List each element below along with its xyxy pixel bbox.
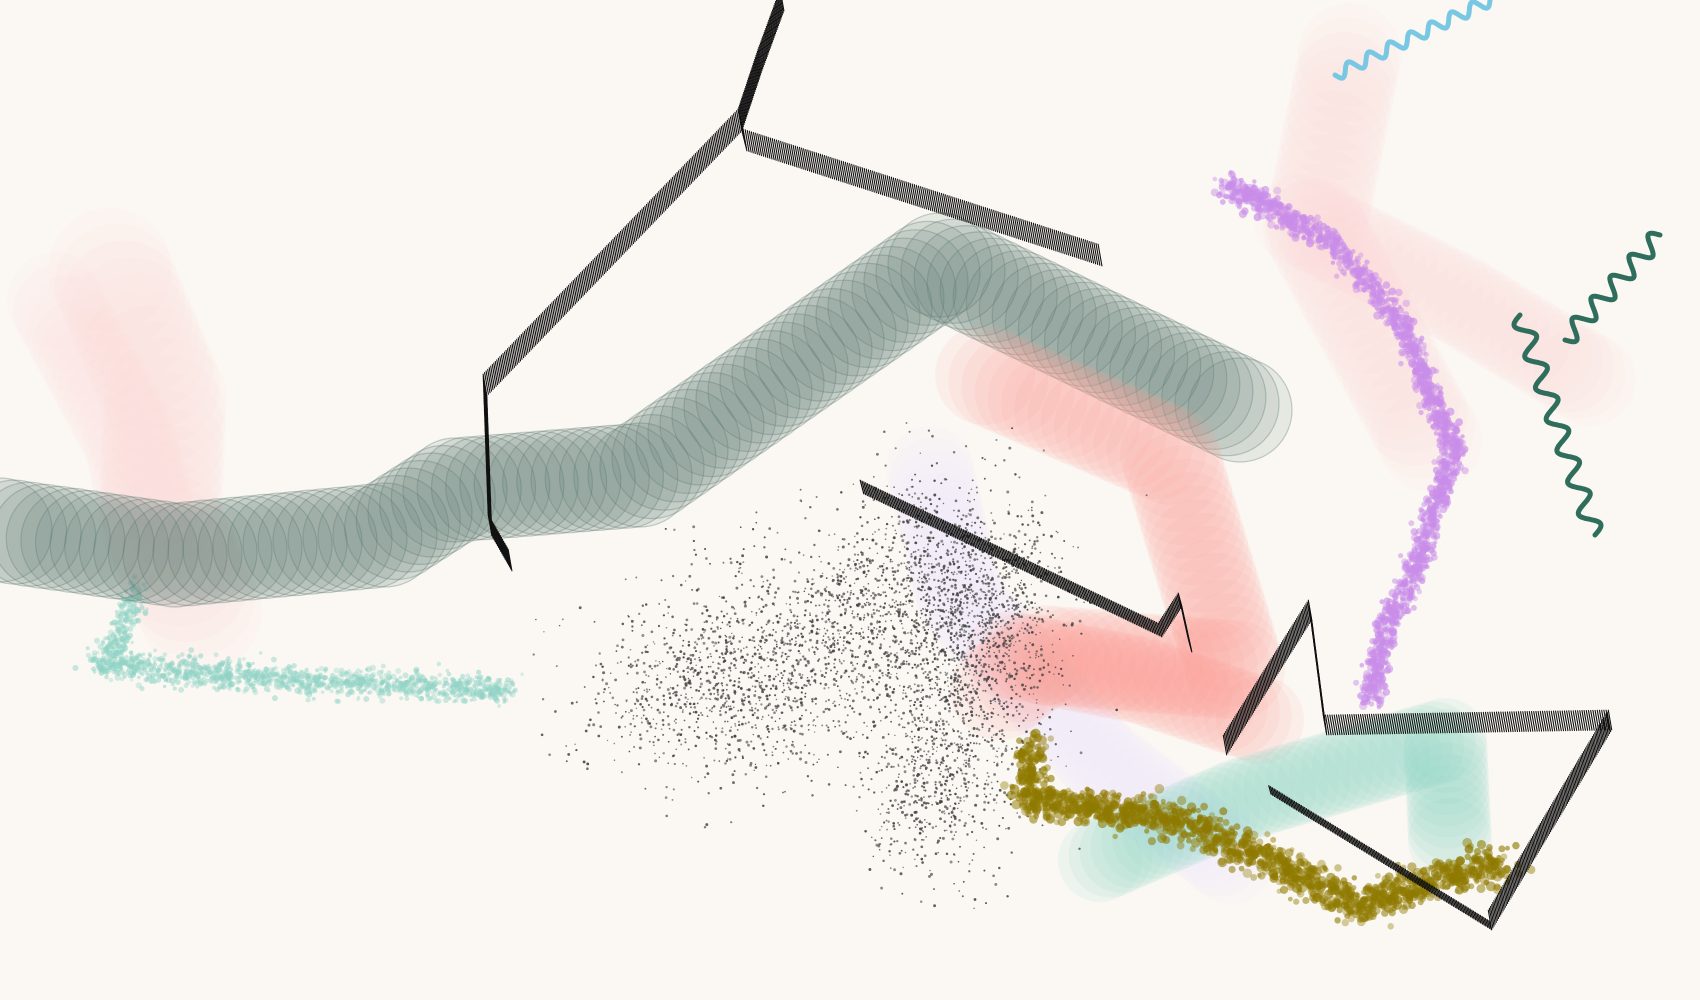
pink-pale-stroke-left-2 — [7, 252, 198, 568]
olive-speckle-stroke — [1000, 728, 1536, 930]
black-hatched-polyline-top-2 — [482, 108, 743, 572]
sky-blue-squiggle — [1332, 0, 1493, 81]
stroke-layer — [0, 0, 1663, 931]
mint-speckle-stroke-left — [72, 573, 524, 708]
black-hatched-polyline-right — [1222, 599, 1613, 931]
black-hatched-line-diagonal — [859, 479, 1193, 653]
teal-squiggle-2 — [1562, 230, 1663, 345]
purple-speckle-stroke — [1210, 170, 1469, 711]
sage-thick-stroke — [0, 212, 1293, 608]
pink-pale-stroke-right — [1263, 3, 1482, 492]
graphite-dot-cloud — [532, 422, 1148, 910]
black-hatched-polyline-top — [737, 0, 1103, 267]
black-hatched-line-diagonal-2 — [1268, 785, 1492, 930]
teal-squiggle — [1511, 312, 1604, 538]
pink-pale-stroke-left — [48, 208, 262, 672]
salmon-thick-stroke — [935, 325, 1285, 740]
